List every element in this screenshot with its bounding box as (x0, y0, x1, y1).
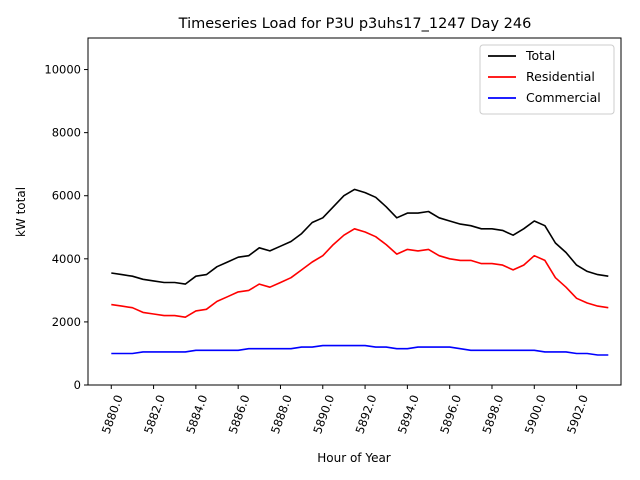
legend-label-commercial: Commercial (526, 90, 601, 105)
y-tick-label: 2000 (52, 315, 81, 329)
plot-frame (87, 37, 622, 386)
y-axis-label: kW total (14, 187, 28, 237)
y-tick-label: 0 (74, 378, 81, 392)
y-tick-label: 6000 (52, 189, 81, 203)
legend: Total Residential Commercial (479, 44, 615, 115)
y-tick-label: 10000 (44, 63, 81, 77)
y-tick-label: 8000 (52, 126, 81, 140)
legend-box (479, 44, 615, 115)
legend-label-residential: Residential (526, 69, 595, 84)
series-line-residential (111, 228, 609, 319)
series-line-commercial (111, 344, 609, 356)
y-tick-label: 4000 (52, 252, 81, 266)
y-axis-ticks: 0 2000 4000 6000 8000 10000 (44, 63, 88, 392)
series-line-total (111, 188, 609, 285)
legend-label-total: Total (525, 48, 555, 63)
series-layer (111, 188, 609, 356)
x-axis-label: Hour of Year (317, 451, 391, 465)
chart-title: Timeseries Load for P3U p3uhs17_1247 Day… (178, 16, 532, 32)
